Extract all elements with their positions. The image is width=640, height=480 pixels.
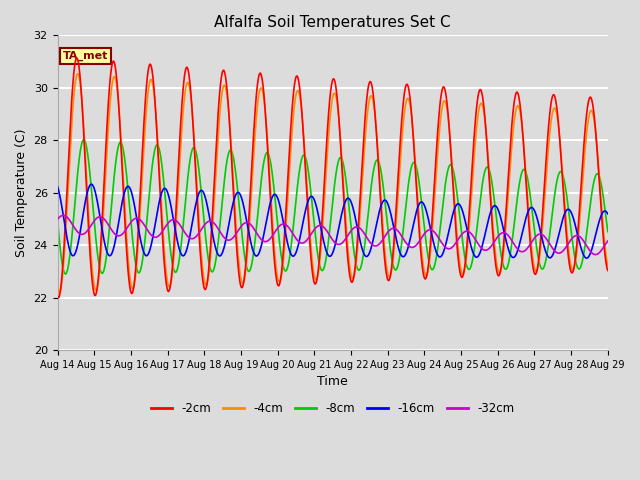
Text: TA_met: TA_met [63,51,108,61]
X-axis label: Time: Time [317,375,348,388]
Title: Alfalfa Soil Temperatures Set C: Alfalfa Soil Temperatures Set C [214,15,451,30]
Y-axis label: Soil Temperature (C): Soil Temperature (C) [15,129,28,257]
Legend: -2cm, -4cm, -8cm, -16cm, -32cm: -2cm, -4cm, -8cm, -16cm, -32cm [146,397,520,420]
